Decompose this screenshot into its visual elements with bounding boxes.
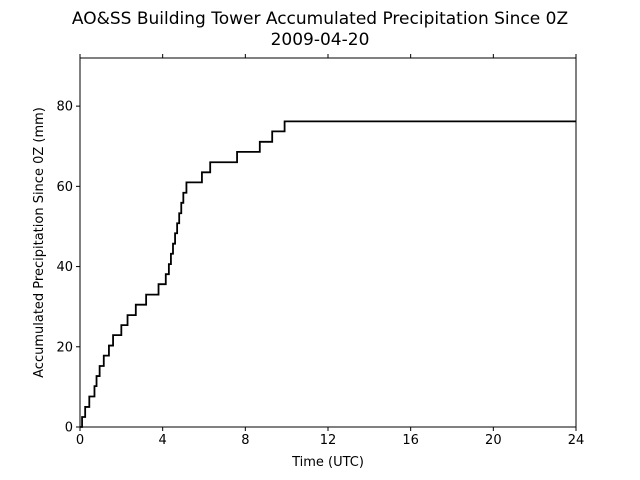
chart-title: AO&SS Building Tower Accumulated Precipi… [72,9,568,29]
y-tick-label: 60 [56,180,73,195]
chart-subtitle: 2009-04-20 [271,30,370,50]
x-tick-label: 8 [241,433,249,448]
x-tick-label: 12 [320,433,337,448]
x-axis-label: Time (UTC) [291,455,364,470]
y-tick-label: 0 [65,421,73,436]
y-tick-label: 20 [56,340,73,355]
y-axis-label: Accumulated Precipitation Since 0Z (mm) [32,107,47,378]
tick-labels-layer: 0 4 8 12 16 20 24 0 20 40 60 80 [56,100,584,448]
ticks-layer [76,54,577,431]
plot-frame [79,57,577,428]
x-tick-label: 20 [485,433,502,448]
x-tick-label: 16 [402,433,419,448]
plot-area [80,58,576,427]
y-tick-label: 80 [56,100,73,115]
x-tick-label: 0 [76,433,84,448]
y-tick-label: 40 [56,260,73,275]
series-line [80,120,576,428]
x-tick-label: 24 [568,433,585,448]
x-tick-label: 4 [159,433,167,448]
